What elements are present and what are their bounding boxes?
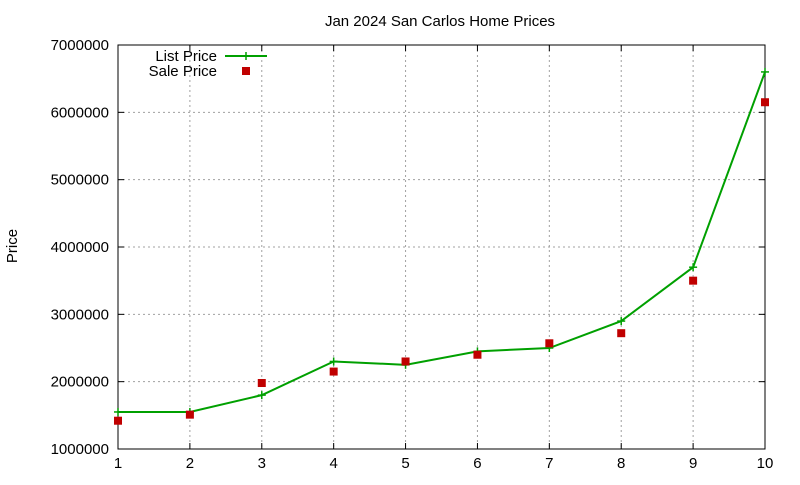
sale-price-point	[545, 339, 554, 348]
sale-price-point	[257, 379, 266, 388]
sale-price-point	[689, 276, 698, 285]
list-price-point	[329, 357, 338, 366]
x-tick-label: 2	[186, 455, 194, 472]
y-tick-label: 3000000	[51, 306, 109, 323]
x-tick-label: 3	[258, 455, 266, 472]
grid	[118, 45, 765, 449]
y-tick-label: 4000000	[51, 239, 109, 256]
y-tick-label: 1000000	[51, 441, 109, 458]
x-tick-label: 7	[545, 455, 553, 472]
sale-price-point	[401, 357, 410, 366]
plot-frame	[117, 44, 766, 450]
x-tick-label: 9	[689, 455, 697, 472]
sale-price-point	[114, 416, 122, 425]
list-price-point	[617, 317, 626, 326]
sale-price-point	[617, 329, 626, 338]
list-price-point	[257, 391, 266, 400]
sale-price-point	[761, 98, 769, 107]
list-price-point	[689, 263, 698, 272]
x-tick-label: 8	[617, 455, 625, 472]
y-tick-label: 2000000	[51, 374, 109, 391]
x-tick-label: 4	[329, 455, 337, 472]
list-price-point	[761, 67, 769, 76]
x-tick-label: 5	[401, 455, 409, 472]
x-tick-label: 10	[757, 455, 774, 472]
y-tick-label: 7000000	[51, 37, 109, 54]
y-axis-label: Price	[4, 229, 21, 263]
legend-label: List Price	[155, 48, 217, 65]
axes: 1 2 3 4 5 6 7 8 9 10 1000000 2000000 3000000 4000000 5…	[51, 37, 774, 472]
series	[114, 67, 769, 425]
sale-price-point	[473, 350, 482, 359]
y-tick-label: 6000000	[51, 104, 109, 121]
legend-label: Sale Price	[149, 63, 217, 80]
x-tick-label: 6	[473, 455, 481, 472]
sale-price-point	[185, 410, 194, 419]
y-tick-label: 5000000	[51, 172, 109, 189]
legend-square-marker	[242, 67, 250, 75]
x-tick-label: 1	[114, 455, 122, 472]
sale-price-point	[329, 367, 338, 376]
list-price-point	[114, 407, 122, 416]
legend-plus-marker	[242, 52, 250, 60]
list-price-line	[118, 71, 766, 413]
chart-title: Jan 2024 San Carlos Home Prices	[325, 13, 555, 30]
